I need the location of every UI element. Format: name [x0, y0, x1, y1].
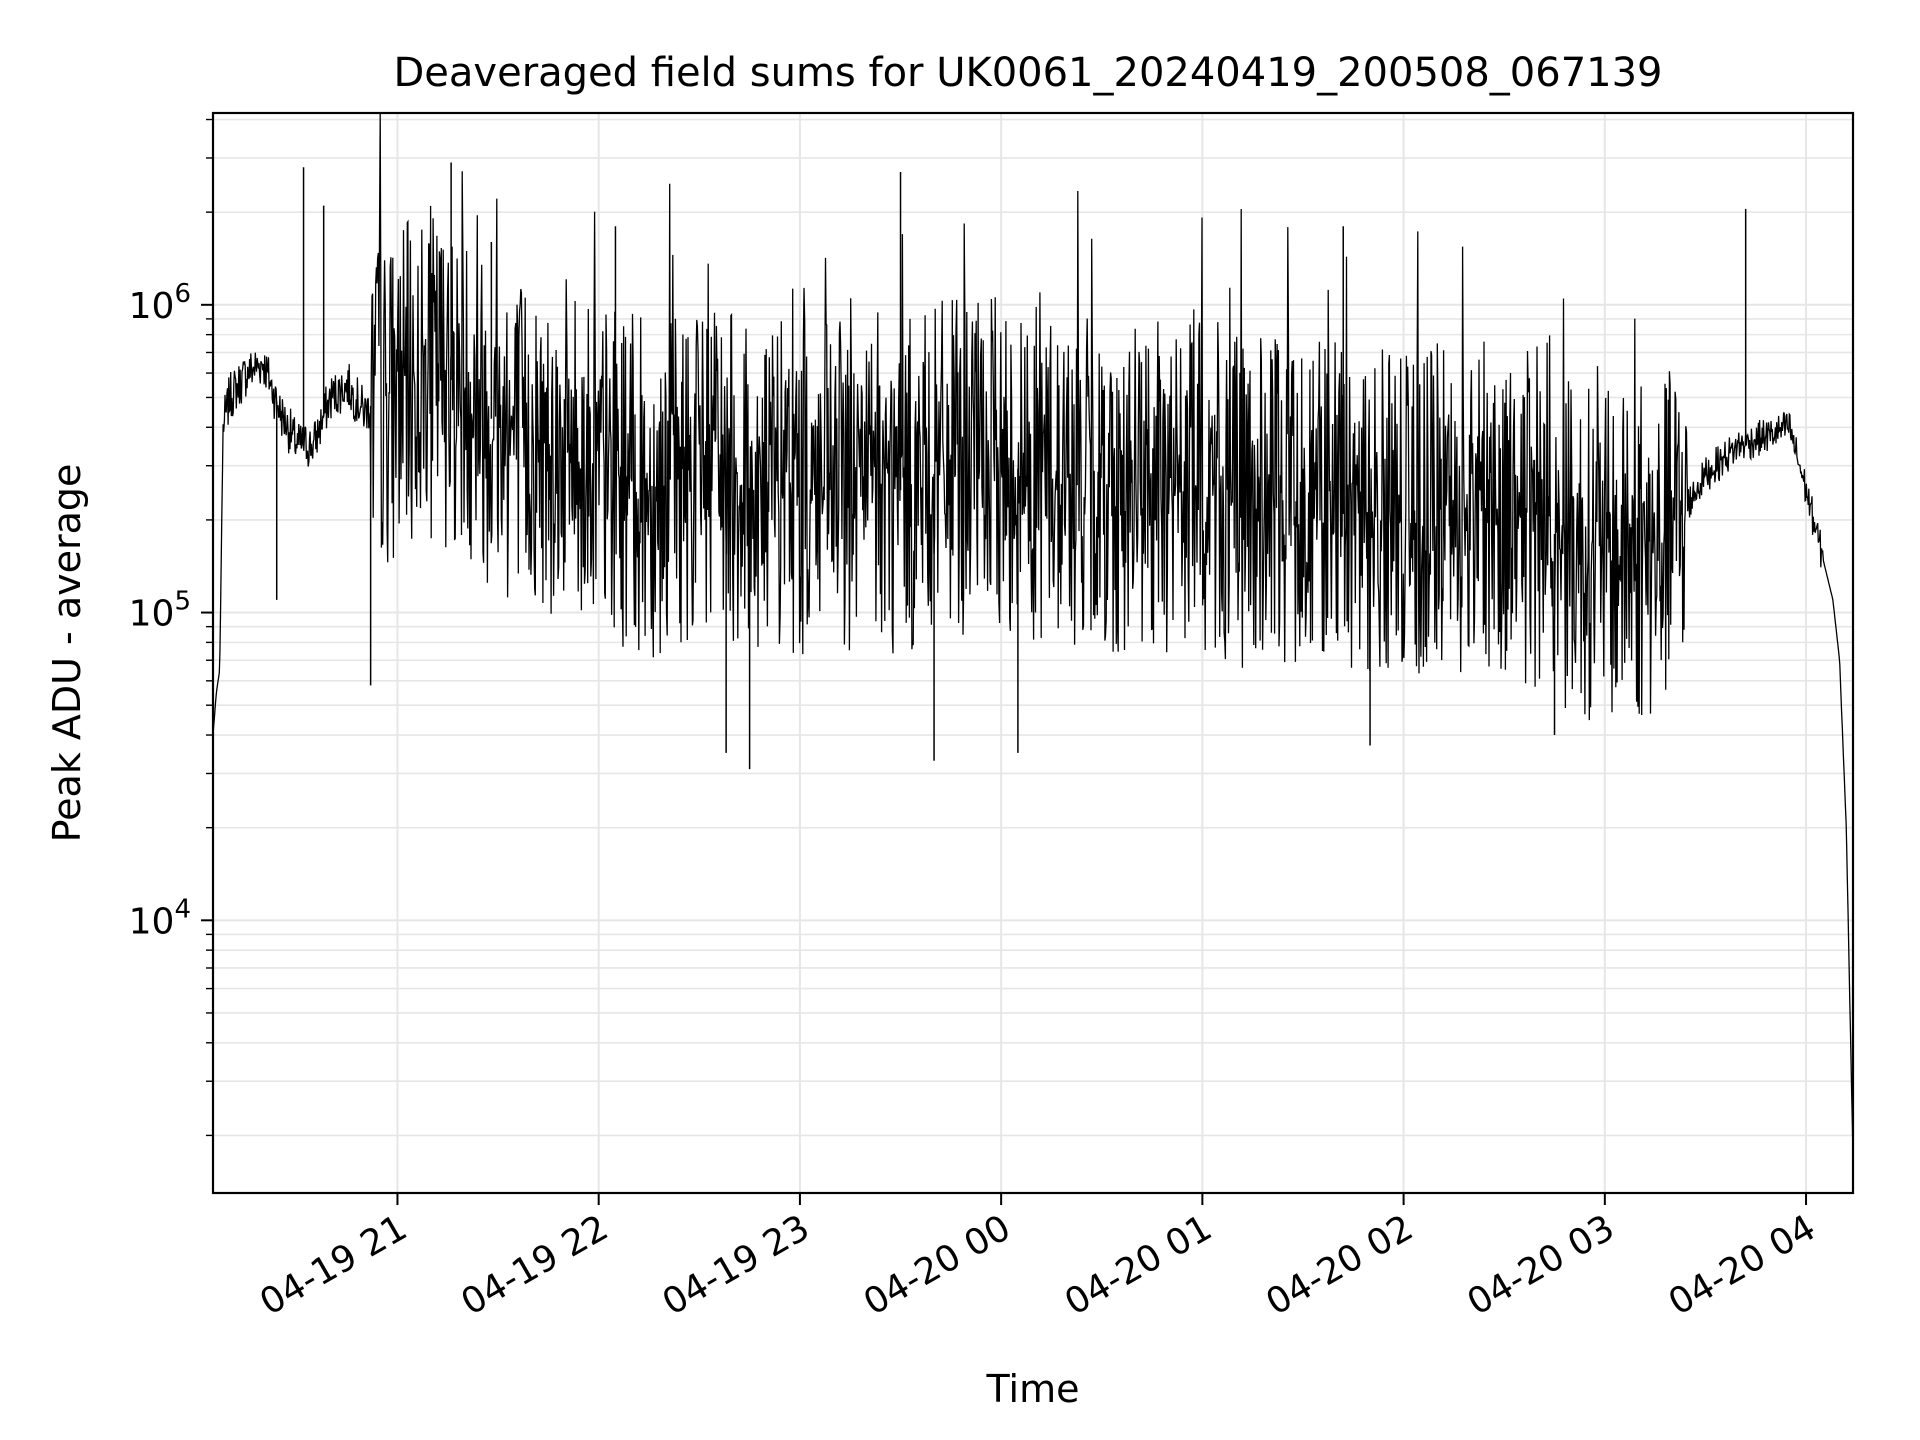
series-line — [212, 112, 1854, 1158]
x-tick-label: 04-20 04 — [1662, 1207, 1823, 1323]
y-tick-label: 106 — [129, 279, 191, 327]
chart-title: Deaveraged field sums for UK0061_2024041… — [393, 50, 1662, 96]
grid-lines — [213, 113, 1853, 1193]
x-tick-label: 04-20 00 — [857, 1207, 1018, 1323]
x-axis-label: Time — [986, 1367, 1080, 1411]
x-axis: 04-19 21 04-19 22 04-19 23 04-20 00 04-20 01… — [253, 1193, 1823, 1324]
y-axis-label: Peak ADU - average — [45, 464, 89, 843]
x-tick-label: 04-20 02 — [1259, 1207, 1420, 1323]
y-tick-label: 104 — [129, 894, 191, 942]
x-tick-label: 04-19 21 — [253, 1207, 414, 1323]
plot-frame — [211, 111, 1855, 1195]
x-tick-label: 04-20 03 — [1461, 1207, 1622, 1323]
x-tick-label: 04-19 22 — [455, 1207, 616, 1323]
y-tick-label: 105 — [129, 587, 191, 635]
x-tick-label: 04-19 23 — [656, 1207, 817, 1323]
x-tick-label: 04-20 01 — [1058, 1207, 1219, 1323]
series-layer — [212, 112, 1854, 1158]
y-axis: 104 105 106 — [129, 118, 213, 1137]
